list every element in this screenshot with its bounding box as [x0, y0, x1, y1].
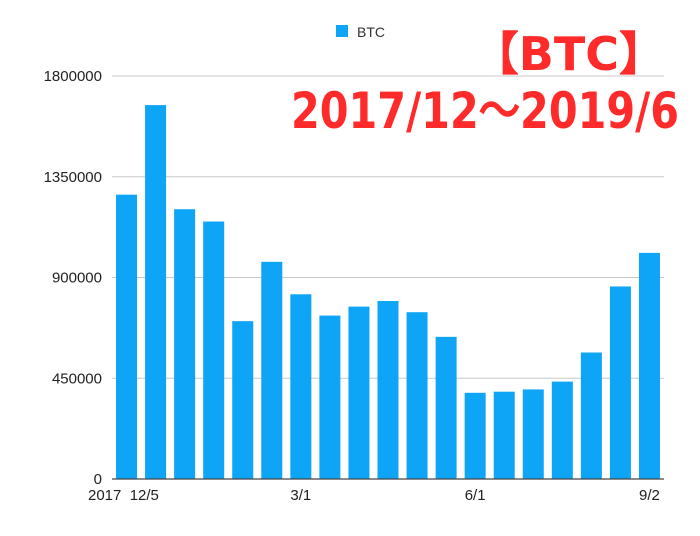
x-tick-label: 6/1 — [465, 487, 486, 504]
y-tick-label: 1800000 — [44, 68, 102, 85]
bar — [203, 221, 225, 479]
bar — [551, 381, 573, 479]
bar — [435, 336, 457, 479]
x-tick-label: 2017 12/5 — [88, 487, 159, 504]
bar — [174, 209, 196, 480]
legend-label: BTC — [357, 24, 385, 40]
bar — [638, 252, 660, 479]
axes: 0 450000 900000 1350000 1800000 2017 12/5 3/1 6… — [44, 68, 664, 504]
bar — [377, 301, 399, 479]
bar — [116, 194, 138, 479]
legend: BTC — [336, 24, 385, 40]
y-tick-label: 1350000 — [44, 169, 102, 186]
legend-swatch — [336, 25, 348, 37]
bar — [464, 392, 486, 479]
x-tick-label: 9/2 — [639, 487, 660, 504]
y-tick-label: 450000 — [52, 370, 102, 387]
bar — [145, 105, 167, 479]
bar — [406, 312, 428, 479]
chart-title-line1: 【BTC】 — [473, 27, 665, 81]
y-tick-label: 0 — [94, 471, 102, 488]
bar — [290, 294, 312, 479]
bars — [116, 105, 660, 480]
bar — [348, 306, 370, 479]
bar — [522, 389, 544, 479]
y-tick-label: 900000 — [52, 270, 102, 287]
bar — [609, 286, 631, 479]
x-tick-label: 3/1 — [290, 487, 311, 504]
bar — [261, 261, 283, 479]
bar — [580, 352, 602, 479]
bar — [232, 321, 254, 479]
bar — [319, 315, 341, 479]
bar — [493, 391, 515, 479]
chart-title-line2: 2017/12〜2019/6 — [291, 82, 679, 140]
